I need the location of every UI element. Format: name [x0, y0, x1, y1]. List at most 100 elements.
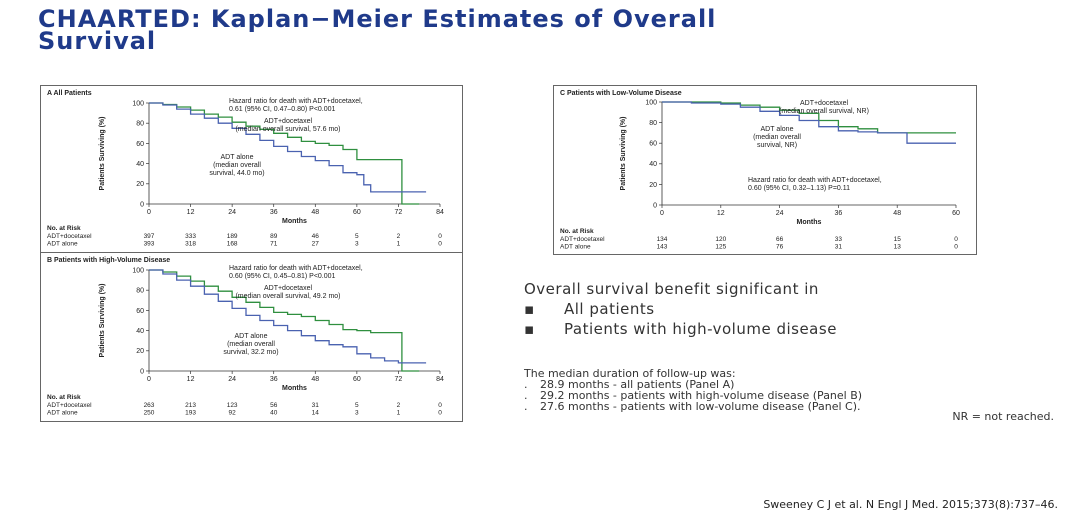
y-axis-label: Patients Surviving (%) [99, 284, 106, 358]
risk-value: 1 [397, 241, 401, 248]
follow-up-text: 29.2 months - patients with high-volume … [540, 389, 863, 402]
risk-value: 120 [715, 236, 726, 243]
x-tick-label: 72 [395, 209, 403, 216]
risk-value: 168 [227, 241, 238, 248]
x-tick-label: 24 [228, 376, 236, 383]
slide-title-line2: Survival [38, 27, 157, 55]
y-tick-label: 100 [645, 99, 657, 106]
risk-value: 1 [397, 410, 401, 417]
hazard-ratio-text: 0.61 (95% CI, 0.47–0.80) P<0.001 [229, 106, 336, 113]
series-line-adt-alone [662, 101, 956, 144]
risk-value: 2 [397, 233, 401, 240]
risk-value: 0 [954, 244, 958, 251]
hazard-ratio-text: Hazard ratio for death with ADT+docetaxe… [748, 177, 882, 184]
y-tick-label: 80 [649, 120, 657, 127]
risk-value: 92 [229, 410, 237, 417]
risk-value: 2 [397, 402, 401, 409]
risk-value: 318 [185, 241, 196, 248]
risk-table-heading: No. at Risk [47, 394, 81, 401]
risk-value: 27 [312, 241, 320, 248]
series-label-adt-alone: survival, NR) [757, 142, 797, 149]
series-label-adt-alone: (median overall [213, 162, 261, 169]
summary-bullet: ▪ All patients [524, 299, 1044, 319]
y-tick-label: 60 [136, 141, 144, 148]
risk-value: 46 [312, 233, 320, 240]
follow-up-item: . 29.2 months - patients with high-volum… [524, 390, 1044, 401]
series-label-adt-docetaxel: (median overall survival, 49.2 mo) [235, 293, 340, 300]
risk-value: 134 [657, 236, 668, 243]
risk-value: 40 [270, 410, 278, 417]
series-label-adt-docetaxel: ADT+docetaxel [800, 100, 848, 107]
follow-up-item: . 28.9 months - all patients (Panel A) [524, 379, 1044, 390]
panel-title: A All Patients [47, 90, 92, 97]
risk-row-label: ADT alone [47, 241, 78, 248]
x-tick-label: 72 [395, 376, 403, 383]
hazard-ratio-text: Hazard ratio for death with ADT+docetaxe… [229, 265, 363, 272]
risk-value: 56 [270, 402, 278, 409]
x-axis-label: Months [797, 219, 822, 226]
series-label-adt-alone: survival, 44.0 mo) [209, 170, 264, 177]
series-label-adt-alone: (median overall [753, 134, 801, 141]
y-tick-label: 100 [132, 100, 144, 107]
risk-value: 250 [144, 410, 155, 417]
y-tick-label: 20 [649, 182, 657, 189]
risk-value: 15 [894, 236, 902, 243]
x-tick-label: 84 [436, 209, 444, 216]
risk-value: 14 [312, 410, 320, 417]
risk-value: 0 [438, 233, 442, 240]
y-tick-label: 0 [140, 201, 144, 208]
y-tick-label: 20 [136, 181, 144, 188]
km-chart-low-volume: C Patients with Low-Volume Disease 0 20 40 6… [560, 90, 960, 251]
risk-value: 333 [185, 233, 196, 240]
risk-value: 0 [438, 410, 442, 417]
x-tick-label: 48 [893, 210, 901, 217]
x-tick-label: 84 [436, 376, 444, 383]
risk-row-label: ADT+docetaxel [560, 236, 605, 243]
series-label-adt-docetaxel: ADT+docetaxel [264, 118, 312, 125]
y-tick-label: 60 [136, 308, 144, 315]
summary-heading: Overall survival benefit significant in [524, 280, 819, 298]
x-tick-label: 36 [270, 376, 278, 383]
summary-bullet: ▪ Patients with high-volume disease [524, 319, 1044, 339]
risk-value: 13 [894, 244, 902, 251]
follow-up-marker: . [524, 400, 528, 413]
y-axis-label: Patients Surviving (%) [620, 117, 627, 191]
y-tick-label: 40 [136, 328, 144, 335]
citation: Sweeney C J et al. N Engl J Med. 2015;37… [763, 498, 1058, 511]
risk-value: 193 [185, 410, 196, 417]
risk-value: 66 [776, 236, 784, 243]
x-tick-label: 0 [147, 209, 151, 216]
panel-title: C Patients with Low-Volume Disease [560, 90, 682, 97]
hazard-ratio-text: 0.60 (95% CI, 0.32–1.13) P=0.11 [748, 185, 850, 192]
slide-title-line1: CHAARTED: Kaplan−Meier Estimates of Over… [38, 5, 717, 33]
risk-value: 5 [355, 233, 359, 240]
x-tick-label: 48 [311, 376, 319, 383]
y-tick-label: 0 [653, 202, 657, 209]
x-tick-label: 12 [717, 210, 725, 217]
series-label-adt-alone: ADT alone [761, 126, 794, 133]
series-line-adt-alone [149, 269, 427, 364]
x-tick-label: 12 [187, 209, 195, 216]
risk-value: 123 [227, 402, 238, 409]
x-tick-label: 36 [270, 209, 278, 216]
series-label-adt-docetaxel: ADT+docetaxel [264, 285, 312, 292]
risk-value: 213 [185, 402, 196, 409]
y-tick-label: 60 [649, 141, 657, 148]
risk-value: 143 [657, 244, 668, 251]
y-tick-label: 0 [140, 368, 144, 375]
risk-value: 397 [144, 233, 155, 240]
risk-value: 263 [144, 402, 155, 409]
x-tick-label: 60 [952, 210, 960, 217]
x-tick-label: 24 [228, 209, 236, 216]
risk-table-heading: No. at Risk [47, 225, 81, 232]
series-line-adt-docetaxel [149, 269, 420, 372]
risk-value: 0 [438, 402, 442, 409]
hazard-ratio-text: 0.60 (95% CI, 0.45–0.81) P<0.001 [229, 273, 336, 280]
panel-c-low-volume: C Patients with Low-Volume Disease 0 20 40 6… [553, 85, 977, 255]
follow-up-text: 27.6 months - patients with low-volume d… [540, 400, 861, 413]
risk-value: 33 [835, 236, 843, 243]
hazard-ratio-text: Hazard ratio for death with ADT+docetaxe… [229, 98, 363, 105]
panel-title: B Patients with High-Volume Disease [47, 257, 170, 264]
y-tick-label: 40 [649, 161, 657, 168]
summary-bullet-text: All patients [564, 300, 655, 318]
